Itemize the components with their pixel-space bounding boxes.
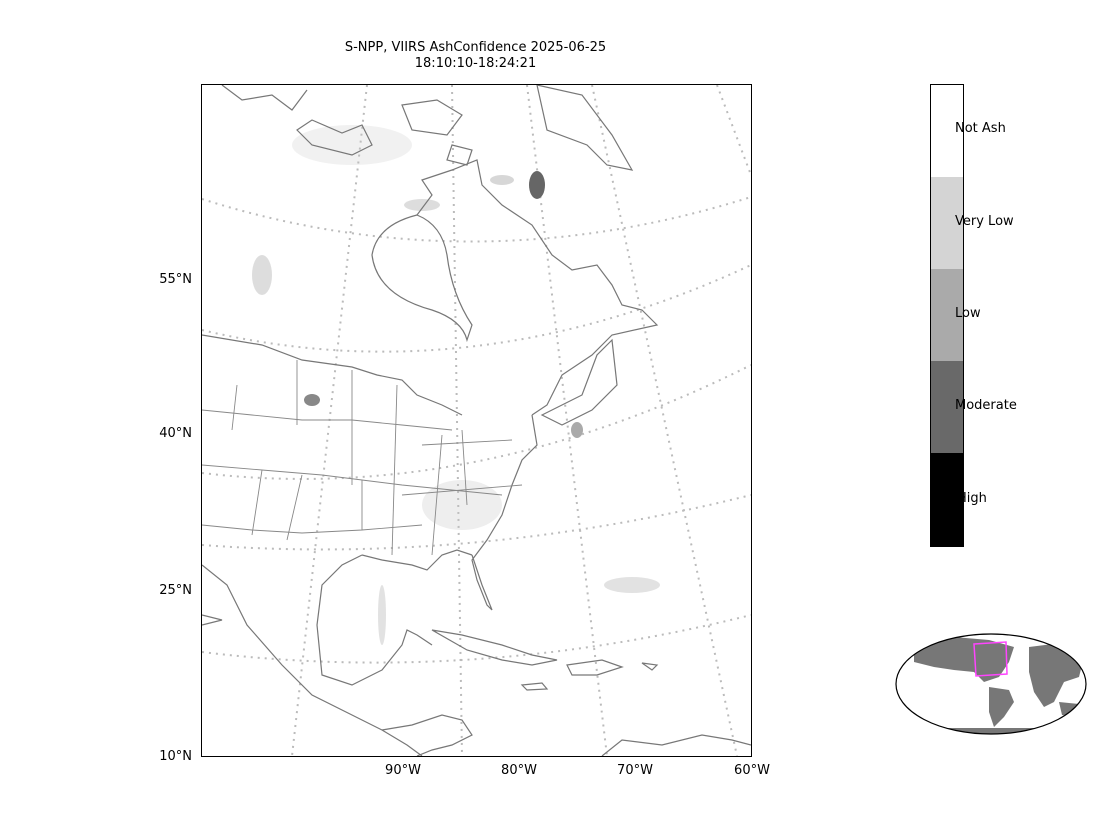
map-title: S-NPP, VIIRS AshConfidence 2025-06-25 18… (200, 40, 751, 72)
lon-label-90w: 90°W (385, 763, 421, 778)
colorbar-label-not-ash: Not Ash (955, 121, 1006, 136)
ash-speckles (252, 125, 660, 645)
lat-label-25n: 25°N (159, 583, 192, 598)
colorbar-segment-moderate (931, 361, 963, 453)
map-panel[interactable] (201, 84, 752, 757)
lat-label-10n: 10°N (159, 749, 192, 764)
coastlines (202, 85, 751, 756)
lat-label-55n: 55°N (159, 272, 192, 287)
inset-highlight-region (973, 641, 1008, 677)
world-locator-inset (894, 632, 1088, 736)
title-line-2: 18:10:10-18:24:21 (414, 56, 537, 71)
colorbar-label-high: High (957, 491, 987, 506)
title-line-1: S-NPP, VIIRS AshConfidence 2025-06-25 (344, 40, 607, 55)
lon-label-80w: 80°W (501, 763, 537, 778)
lat-label-40n: 40°N (159, 426, 192, 441)
colorbar-segment-high (931, 453, 963, 546)
lon-label-70w: 70°W (617, 763, 653, 778)
state-borders (202, 360, 523, 556)
latitude-gridlines (202, 196, 751, 664)
colorbar-segment-low (931, 269, 963, 361)
inset-svg (895, 633, 1087, 735)
lon-label-60w: 60°W (734, 763, 770, 778)
inset-land (914, 637, 1084, 734)
colorbar-segment-not-ash (931, 85, 963, 177)
colorbar (930, 84, 964, 547)
colorbar-label-low: Low (955, 306, 981, 321)
colorbar-segment-very-low (931, 177, 963, 269)
map-svg (202, 85, 751, 756)
colorbar-label-moderate: Moderate (955, 398, 1017, 413)
colorbar-label-very-low: Very Low (955, 214, 1014, 229)
